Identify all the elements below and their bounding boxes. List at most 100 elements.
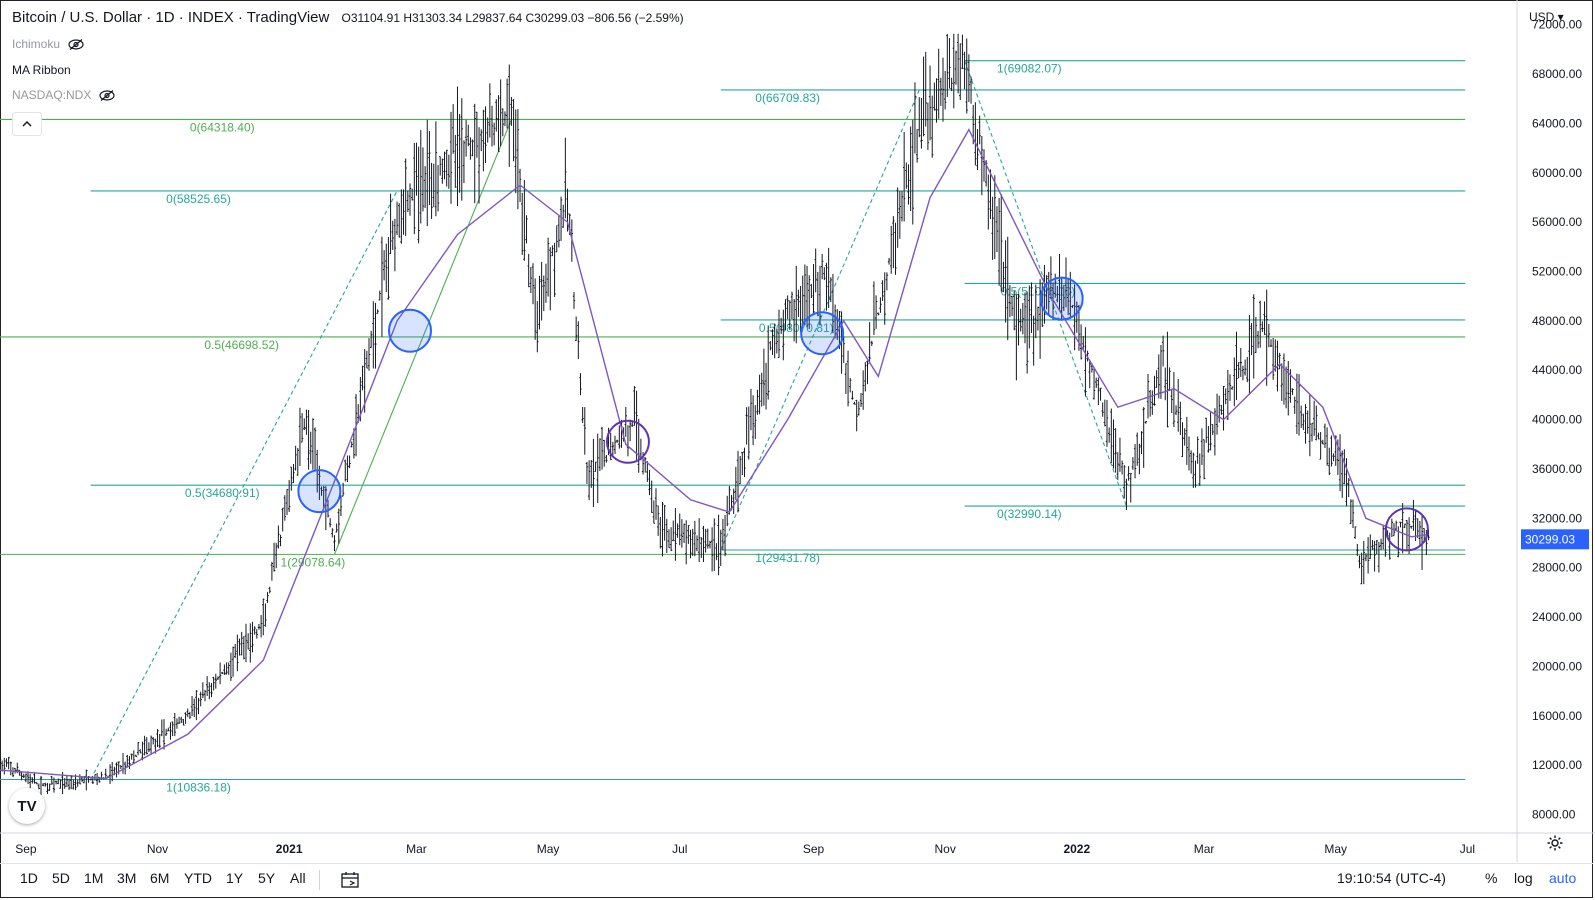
- range-6m[interactable]: 6M: [150, 870, 170, 886]
- candle: [402, 189, 405, 235]
- eye-off-icon[interactable]: [68, 38, 84, 50]
- candle: [115, 762, 118, 778]
- candle: [1323, 423, 1327, 448]
- candle: [266, 591, 269, 604]
- candle: [732, 488, 735, 515]
- candle: [1256, 330, 1260, 349]
- candle: [382, 250, 386, 281]
- indicator-nasdaq[interactable]: NASDAQ:NDX: [12, 88, 115, 102]
- candle: [583, 407, 586, 455]
- currency-selector[interactable]: USD ▾: [1529, 10, 1564, 24]
- candle: [896, 187, 899, 248]
- candle: [870, 340, 873, 346]
- candle: [976, 129, 979, 171]
- log-toggle[interactable]: log: [1514, 870, 1533, 886]
- candle: [691, 528, 694, 556]
- price-chart[interactable]: 0(64318.40) 0(58525.65) 0.5(46698.52) 0.5(3…: [0, 0, 1595, 862]
- range-5d[interactable]: 5D: [52, 870, 70, 886]
- candle: [259, 615, 263, 638]
- candle: [111, 762, 114, 782]
- x-tick-label: Mar: [1194, 842, 1215, 856]
- fib-trend-line[interactable]: [964, 60, 1127, 507]
- candle: [1088, 359, 1091, 389]
- candle: [829, 277, 832, 303]
- candle: [786, 295, 789, 320]
- candle: [1312, 400, 1316, 436]
- range-1m[interactable]: 1M: [84, 870, 104, 886]
- indicator-ma-ribbon[interactable]: MA Ribbon: [12, 63, 71, 77]
- candle: [225, 662, 228, 675]
- candle: [900, 190, 904, 222]
- candle: [531, 263, 535, 305]
- candle: [987, 174, 990, 230]
- candle: [1349, 499, 1353, 525]
- fib-trend-line[interactable]: [333, 119, 512, 555]
- currency-label: USD: [1529, 10, 1555, 24]
- clock-readout[interactable]: 19:10:54 (UTC-4): [1337, 870, 1446, 886]
- candle: [121, 753, 125, 774]
- candle: [514, 109, 517, 194]
- candle: [527, 253, 530, 288]
- candle: [1274, 339, 1277, 372]
- candle: [128, 755, 131, 769]
- candle: [132, 750, 135, 765]
- tradingview-logo-icon[interactable]: TV: [9, 788, 45, 824]
- y-tick-label: 48000.00: [1532, 314, 1582, 328]
- candle: [449, 111, 453, 204]
- candle: [1306, 410, 1309, 434]
- highlight-circle[interactable]: [1039, 276, 1084, 321]
- candle: [1133, 444, 1137, 479]
- candle: [1209, 412, 1212, 451]
- highlight-circle[interactable]: [1384, 507, 1429, 552]
- candle: [982, 149, 986, 182]
- highlight-circle[interactable]: [297, 469, 342, 514]
- bottom-toolbar: 1D 5D 1M 3M 6M YTD 1Y 5Y All 19:10:54 (U…: [0, 863, 1593, 896]
- candle: [473, 103, 476, 204]
- eye-off-icon[interactable]: [99, 89, 115, 101]
- candle: [874, 295, 878, 329]
- candle: [234, 643, 237, 659]
- y-tick-label: 20000.00: [1532, 659, 1582, 673]
- symbol-title[interactable]: Bitcoin / U.S. Dollar · 1D · INDEX · Tra…: [12, 9, 330, 26]
- candle: [320, 486, 323, 496]
- highlight-circle[interactable]: [605, 419, 650, 464]
- y-tick-label: 36000.00: [1532, 462, 1582, 476]
- candle: [72, 779, 75, 790]
- highlight-circle[interactable]: [388, 308, 432, 353]
- ma-ribbon-line: [0, 128, 1429, 780]
- candle: [792, 298, 796, 342]
- percent-toggle[interactable]: %: [1485, 870, 1498, 886]
- candle: [788, 300, 791, 330]
- candle: [913, 82, 917, 154]
- candle: [1261, 321, 1264, 332]
- candle: [952, 33, 955, 109]
- auto-scale-toggle[interactable]: auto: [1549, 870, 1577, 886]
- candle: [180, 716, 183, 723]
- range-5y[interactable]: 5Y: [258, 870, 276, 886]
- indicator-ichimoku[interactable]: Ichimoku: [12, 37, 84, 51]
- range-ytd[interactable]: YTD: [184, 870, 212, 886]
- candle: [464, 119, 468, 157]
- candle: [879, 297, 882, 313]
- range-3m[interactable]: 3M: [117, 870, 137, 886]
- candle: [249, 623, 252, 663]
- highlight-circle[interactable]: [800, 311, 845, 356]
- calendar-range-icon[interactable]: [341, 871, 361, 889]
- range-1d[interactable]: 1D: [20, 870, 38, 886]
- candle: [924, 51, 927, 127]
- candle: [784, 299, 787, 331]
- candle: [529, 267, 533, 293]
- candle: [574, 316, 578, 342]
- candle: [272, 542, 276, 572]
- range-1y[interactable]: 1Y: [226, 870, 244, 886]
- candle: [779, 317, 783, 334]
- candle: [210, 683, 213, 698]
- collapse-legend-button[interactable]: [12, 112, 42, 136]
- candle: [1295, 373, 1299, 434]
- y-tick-label: 32000.00: [1532, 511, 1582, 525]
- gear-icon[interactable]: [1546, 834, 1564, 852]
- candle: [1338, 434, 1342, 492]
- fib-trend-line[interactable]: [90, 190, 398, 780]
- candle: [67, 778, 71, 790]
- range-all[interactable]: All: [290, 870, 306, 886]
